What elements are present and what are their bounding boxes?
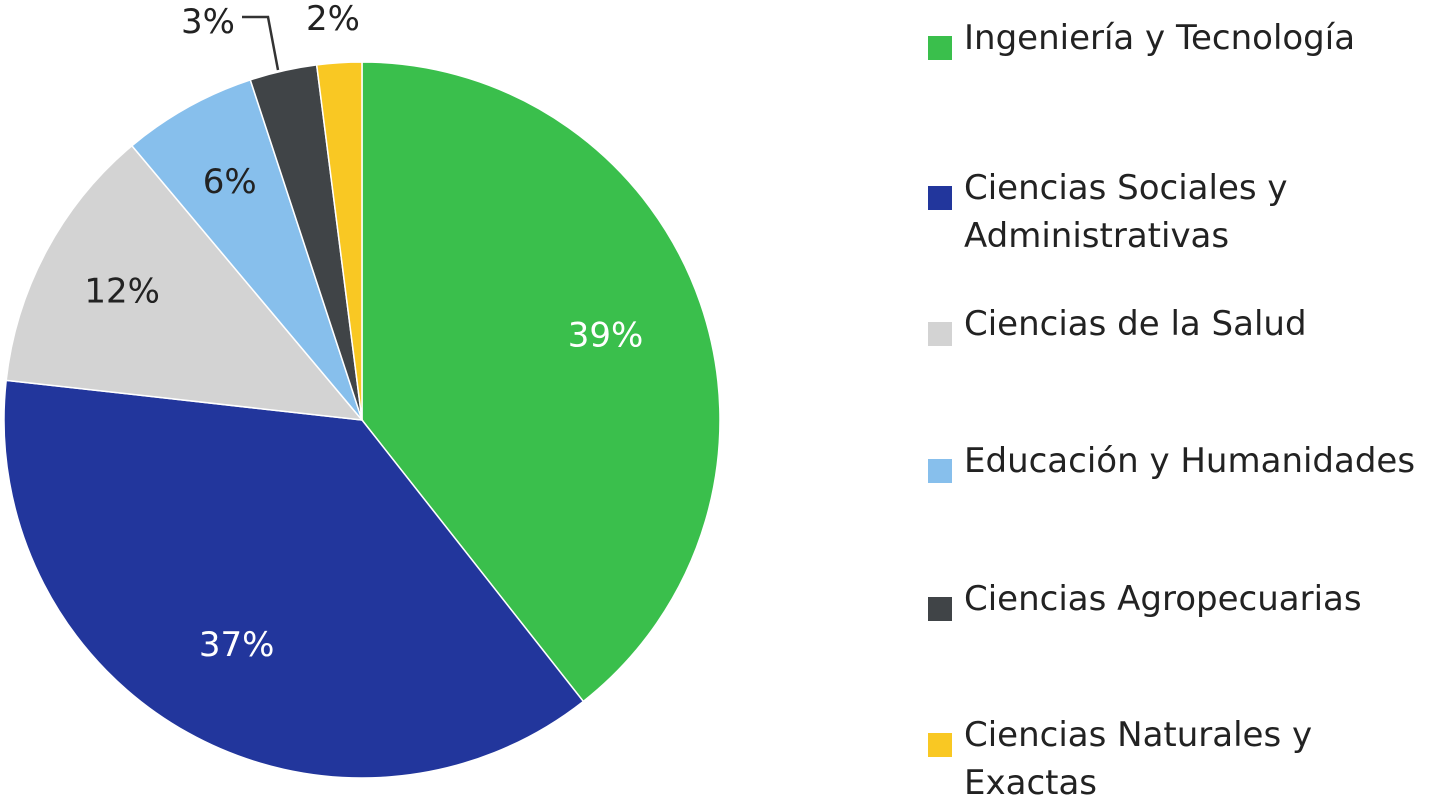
legend-swatch-ciencias-naturales <box>928 733 952 757</box>
pie-slice-ciencias-sociales <box>3 379 585 779</box>
pie-slice-ciencias-salud <box>5 144 364 421</box>
legend-label-agropecuarias: Ciencias Agropecuarias <box>964 579 1362 619</box>
legend-swatch-agropecuarias <box>928 597 952 621</box>
legend-label-ciencias-sociales: Ciencias Sociales y Administrativas <box>964 168 1288 256</box>
legend-item-ciencias-naturales: Ciencias Naturales y Exactas <box>928 711 1446 807</box>
slice-label-ingenieria: 39% <box>568 316 644 356</box>
slice-label-ciencias-sociales: 37% <box>199 625 275 665</box>
leader-lines <box>242 15 280 71</box>
legend-label-ciencias-salud: Ciencias de la Salud <box>964 304 1307 344</box>
legend: Ingeniería y Tecnología Ciencias Sociale… <box>928 0 1446 809</box>
legend-item-ingenieria: Ingeniería y Tecnología <box>928 14 1446 62</box>
legend-swatch-educacion <box>928 459 952 483</box>
pie-slice-ciencias-naturales <box>315 61 363 421</box>
legend-item-educacion: Educación y Humanidades <box>928 437 1446 485</box>
pie-slice-ingenieria <box>361 61 721 703</box>
leader-line-agropecuarias <box>242 15 280 71</box>
slice-label-ciencias-naturales: 2% <box>306 0 360 39</box>
slice-label-ciencias-salud: 12% <box>84 272 160 312</box>
legend-label-ingenieria: Ingeniería y Tecnología <box>964 18 1356 58</box>
legend-swatch-ciencias-sociales <box>928 186 952 210</box>
slice-labels: 39% 37% 12% 6% 3% 2% <box>84 0 643 665</box>
pie-slice-educacion <box>130 78 363 421</box>
slice-label-educacion: 6% <box>203 162 257 202</box>
legend-item-agropecuarias: Ciencias Agropecuarias <box>928 575 1446 623</box>
pie-slices <box>3 61 721 779</box>
legend-item-ciencias-salud: Ciencias de la Salud <box>928 300 1446 348</box>
legend-label-educacion: Educación y Humanidades <box>964 441 1416 481</box>
legend-item-ciencias-sociales: Ciencias Sociales y Administrativas <box>928 164 1446 260</box>
slice-label-agropecuarias: 3% <box>181 2 235 42</box>
pie-chart: 39% 37% 12% 6% 3% 2% <box>3 0 721 779</box>
legend-swatch-ciencias-salud <box>928 322 952 346</box>
legend-label-ciencias-naturales: Ciencias Naturales y Exactas <box>964 715 1313 803</box>
legend-swatch-ingenieria <box>928 36 952 60</box>
